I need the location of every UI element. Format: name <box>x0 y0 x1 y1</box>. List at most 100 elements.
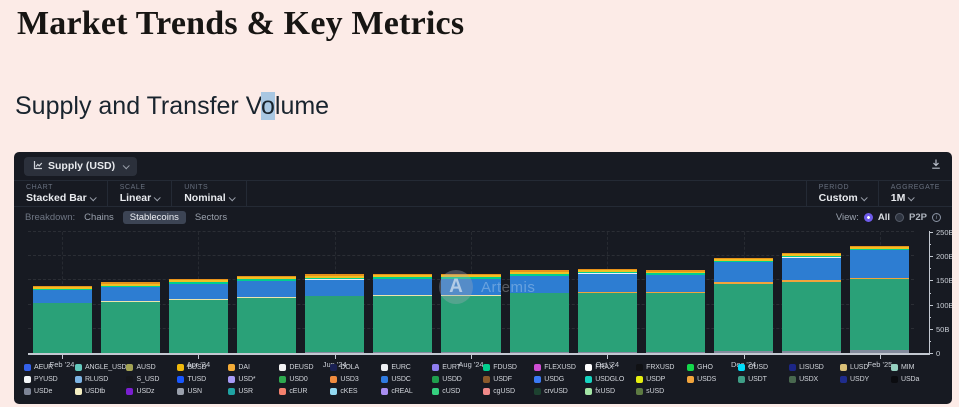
bar-segment-BUSD[interactable] <box>168 280 228 283</box>
chart-type-dropdown[interactable]: CHART Stacked Bar <box>14 181 108 206</box>
legend-item-cKES[interactable]: cKES <box>330 387 381 395</box>
bar-segment-BUSD[interactable] <box>509 271 569 274</box>
bar-segment-USDe[interactable] <box>645 351 706 353</box>
legend-item-AEUR[interactable]: AEUR <box>24 363 75 371</box>
legend-item-FRAX[interactable]: FRAX <box>585 363 636 371</box>
legend-item-GUSD[interactable]: GUSD <box>738 363 789 371</box>
bar-segment-USDC[interactable] <box>441 279 501 296</box>
metric-selector-button[interactable]: Supply (USD) <box>24 156 138 176</box>
bar-segment-DAI[interactable] <box>373 273 433 276</box>
legend-item-USN[interactable]: USN <box>177 387 228 395</box>
bar-segment-DAI[interactable] <box>32 285 92 288</box>
bar-segment-USDe[interactable] <box>782 350 842 353</box>
bar-segment-USDC[interactable] <box>32 290 92 303</box>
bar-segment-USDC[interactable] <box>850 250 910 278</box>
breakdown-tab-stablecoins[interactable]: Stablecoins <box>122 211 186 224</box>
legend-item-USD3[interactable]: USD3 <box>330 375 381 383</box>
units-dropdown[interactable]: UNITS Nominal <box>172 181 247 206</box>
bar-segment-USDT[interactable] <box>509 293 569 352</box>
legend-item-S_USD[interactable]: S_USD <box>126 375 177 383</box>
legend-item-FDUSD[interactable]: FDUSD <box>483 363 534 371</box>
bar-oct24[interactable] <box>577 268 637 353</box>
bar-segment-BUSD[interactable] <box>577 270 637 272</box>
bar-segment-USDe[interactable] <box>577 351 637 353</box>
legend-item-FRXUSD[interactable]: FRXUSD <box>636 363 687 371</box>
bar-segment-USDe[interactable] <box>441 351 501 353</box>
breakdown-tab-sectors[interactable]: Sectors <box>194 212 228 223</box>
bar-segment-USDS[interactable] <box>714 282 774 284</box>
bar-segment-DAI[interactable] <box>441 273 501 276</box>
bar-jul24[interactable] <box>373 273 433 353</box>
bar-segment-USDT[interactable] <box>714 283 774 352</box>
breakdown-tab-chains[interactable]: Chains <box>84 212 114 223</box>
bar-feb24[interactable] <box>32 285 92 353</box>
legend-item-DEUSD[interactable]: DEUSD <box>279 363 330 371</box>
legend-item-USDz[interactable]: USDz <box>126 387 177 395</box>
bar-segment-USDS[interactable] <box>782 280 842 282</box>
legend-item-EURC[interactable]: EURC <box>381 363 432 371</box>
bar-segment-FDUSD[interactable] <box>236 279 297 282</box>
bar-segment-USDT[interactable] <box>645 293 706 352</box>
bar-segment-BUSD[interactable] <box>305 275 365 278</box>
legend-item-USDe[interactable]: USDe <box>24 387 75 395</box>
legend-item-USDGLO[interactable]: USDGLO <box>585 375 636 383</box>
bar-segment-USDT[interactable] <box>305 296 365 353</box>
legend-item-USR[interactable]: USR <box>228 387 279 395</box>
bar-segment-DAI[interactable] <box>100 282 160 284</box>
bar-segment-USDT[interactable] <box>850 279 910 351</box>
bar-segment-USDS[interactable] <box>850 278 910 280</box>
bar-segment-USDT[interactable] <box>168 299 228 353</box>
bar-jan25[interactable] <box>782 252 842 353</box>
bar-aug24[interactable] <box>441 273 501 353</box>
legend-item-AUSD[interactable]: AUSD <box>126 363 177 371</box>
bar-segment-USDT[interactable] <box>32 303 92 353</box>
bar-segment-DAI[interactable] <box>645 270 706 272</box>
bar-segment-DAI[interactable] <box>577 268 637 271</box>
bar-segment-USDT[interactable] <box>236 297 297 353</box>
legend-item-TUSD[interactable]: TUSD <box>177 375 228 383</box>
legend-item-crvUSD[interactable]: crvUSD <box>534 387 585 395</box>
bar-segment-BUSD[interactable] <box>714 258 774 261</box>
bar-segment-FDUSD[interactable] <box>441 277 501 279</box>
legend-item-USDX[interactable]: USDX <box>789 375 840 383</box>
legend-item-fxUSD[interactable]: fxUSD <box>585 387 636 395</box>
bar-segment-USDC[interactable] <box>714 262 774 282</box>
bar-segment-USDe[interactable] <box>305 352 365 353</box>
legend-item-USDT[interactable]: USDT <box>738 375 789 383</box>
legend-item-ANGLE_USD[interactable]: ANGLE_USD <box>74 363 127 371</box>
bar-segment-USDT[interactable] <box>100 301 160 353</box>
legend-item-cUSD[interactable]: cUSD <box>432 387 483 395</box>
bar-segment-BUSD[interactable] <box>441 275 501 278</box>
bar-segment-USDC[interactable] <box>236 281 297 298</box>
period-dropdown[interactable]: PERIOD Custom <box>805 181 878 206</box>
scale-dropdown[interactable]: SCALE Linear <box>108 181 173 206</box>
bar-segment-USDS[interactable] <box>645 292 706 293</box>
bar-segment-DAI[interactable] <box>782 252 842 255</box>
bar-segment-USDC[interactable] <box>373 279 433 296</box>
bar-segment-DAI[interactable] <box>305 274 365 276</box>
legend-item-LUSD[interactable]: LUSD <box>840 363 891 371</box>
bar-feb25[interactable] <box>850 245 910 353</box>
bar-jun24[interactable] <box>305 274 365 353</box>
info-icon[interactable]: i <box>932 213 941 222</box>
view-radio-p2p[interactable] <box>895 213 905 222</box>
legend-item-USD*[interactable]: USD* <box>228 375 279 383</box>
bar-segment-USDC[interactable] <box>782 257 842 280</box>
bar-segment-BUSD[interactable] <box>100 283 160 286</box>
legend-item-PYUSD[interactable]: PYUSD <box>24 375 75 383</box>
download-button[interactable] <box>930 157 942 175</box>
bar-segment-USDe[interactable] <box>714 351 774 353</box>
bar-segment-USDT[interactable] <box>782 281 842 351</box>
bar-segment-FDUSD[interactable] <box>509 273 569 276</box>
legend-item-sUSD[interactable]: sUSD <box>636 387 687 395</box>
bar-segment-FDUSD[interactable] <box>782 256 842 258</box>
view-radio-all[interactable] <box>863 213 873 222</box>
bar-segment-DAI[interactable] <box>714 257 774 259</box>
bar-segment-FDUSD[interactable] <box>850 249 910 250</box>
bar-segment-FDUSD[interactable] <box>100 285 160 287</box>
bar-segment-FDUSD[interactable] <box>373 277 433 280</box>
bar-segment-FDUSD[interactable] <box>305 277 365 280</box>
legend-item-USDC[interactable]: USDC <box>381 375 432 383</box>
bar-segment-USDC[interactable] <box>305 279 365 296</box>
bar-mar24[interactable] <box>100 282 160 353</box>
